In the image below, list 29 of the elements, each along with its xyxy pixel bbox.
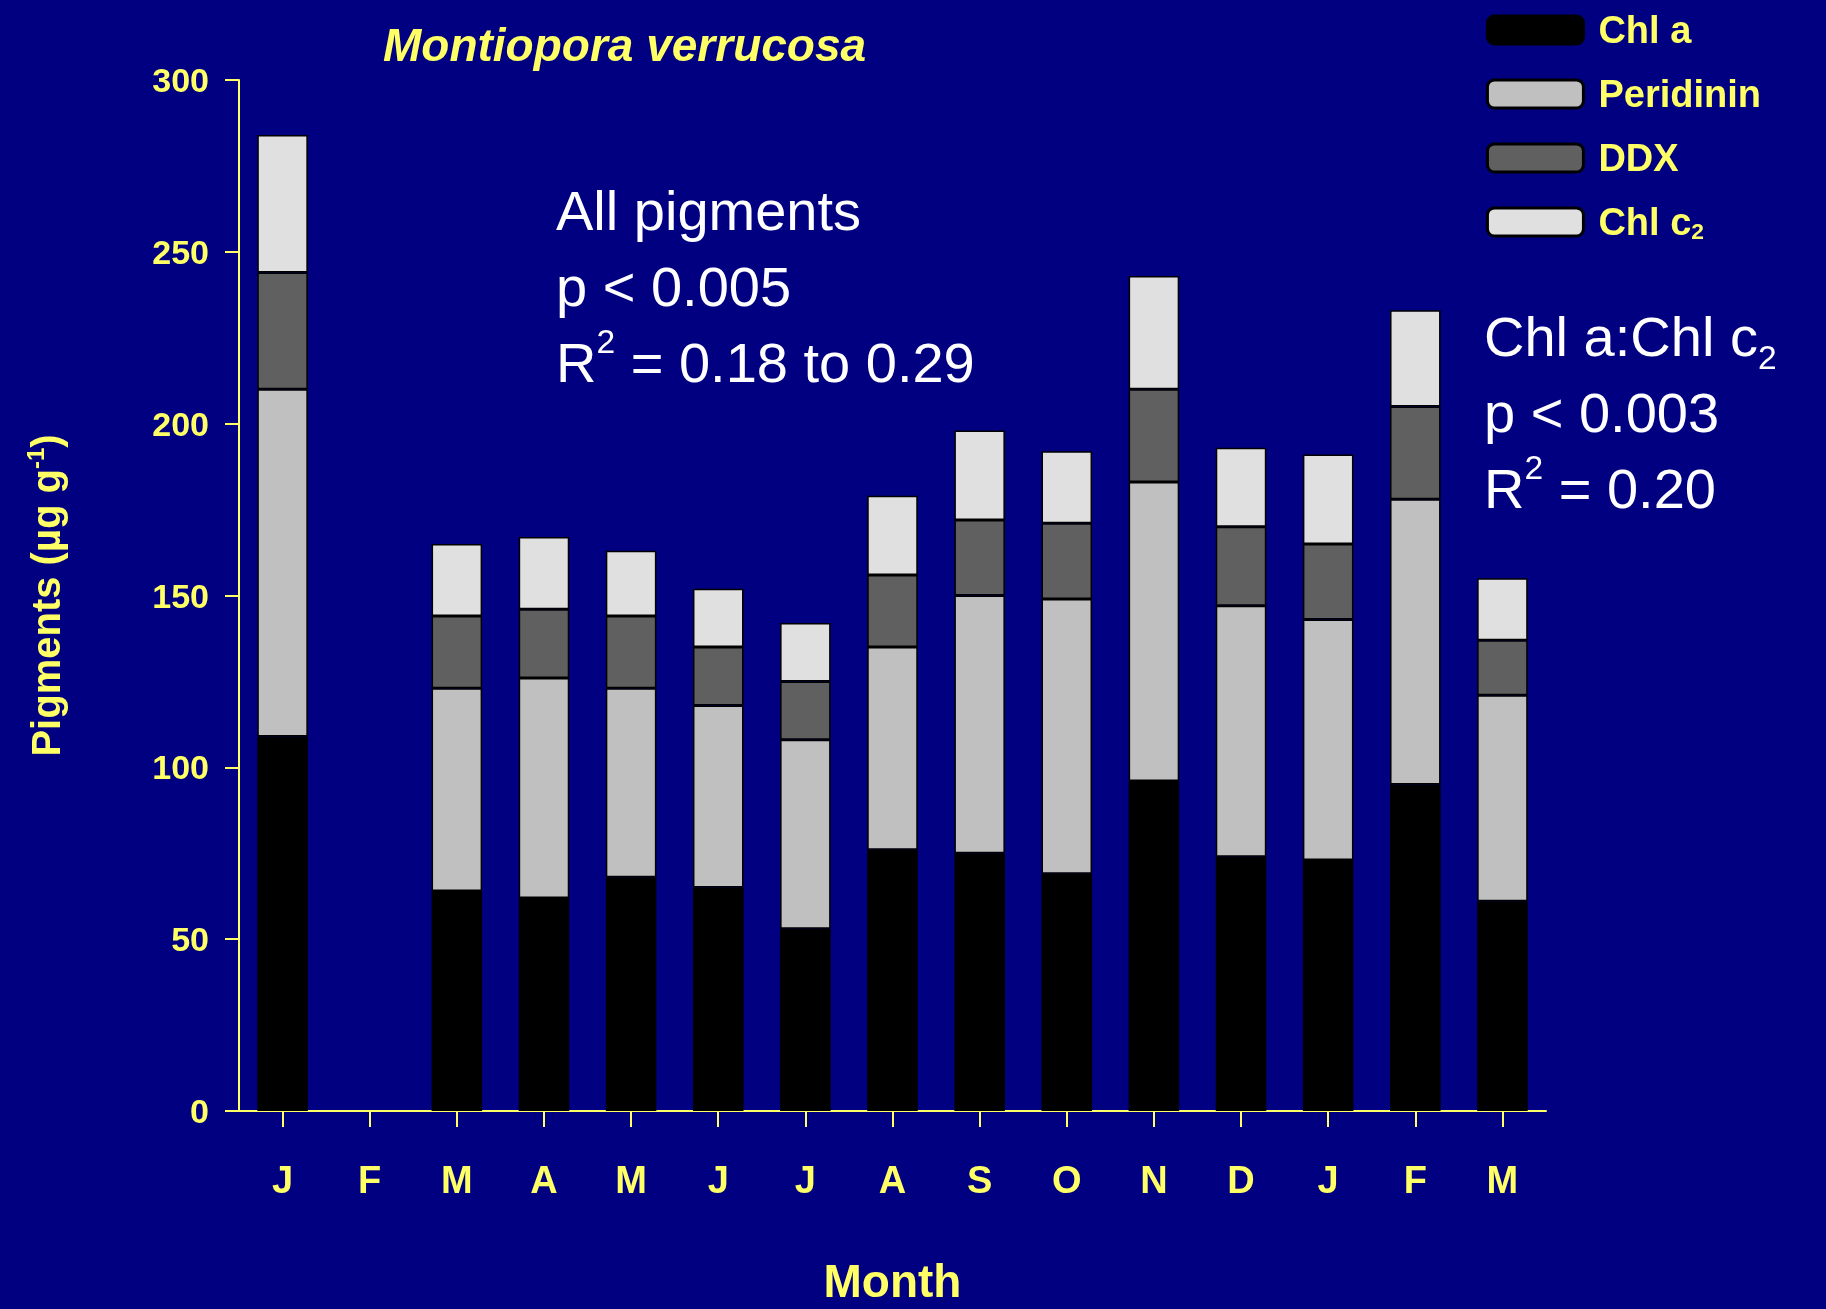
x-tick-label: M xyxy=(441,1159,473,1201)
x-axis-title: Month xyxy=(823,1255,962,1307)
x-tick-label: A xyxy=(530,1159,558,1201)
x-tick-label: F xyxy=(1403,1159,1427,1201)
chart-title: Montiopora verrucosa xyxy=(383,19,867,71)
x-tick-label: F xyxy=(358,1159,382,1201)
x-tick-label: M xyxy=(615,1159,647,1201)
y-tick-label: 200 xyxy=(152,404,209,443)
y-tick-label: 250 xyxy=(152,232,209,271)
x-tick-label: J xyxy=(794,1159,816,1201)
legend-label: Chl a xyxy=(1598,9,1693,51)
x-tick-label: M xyxy=(1486,1159,1519,1201)
x-tick-label: D xyxy=(1227,1159,1255,1201)
x-tick-label: A xyxy=(878,1159,907,1201)
x-tick-label: S xyxy=(966,1159,993,1201)
y-tick-label: 50 xyxy=(171,920,209,959)
y-tick-label: 0 xyxy=(190,1092,209,1130)
x-tick-label: N xyxy=(1140,1159,1168,1201)
x-tick-label: J xyxy=(707,1159,729,1201)
y-tick-label: 150 xyxy=(152,576,209,615)
y-tick-label: 300 xyxy=(152,61,209,99)
legend-label: DDX xyxy=(1598,137,1680,179)
x-tick-label: O xyxy=(1051,1159,1082,1201)
y-axis-title: Pigments (µg g-1) xyxy=(21,434,68,757)
legend-label: Chl c2 xyxy=(1598,201,1705,244)
x-tick-label: J xyxy=(1317,1159,1339,1201)
y-tick-label: 100 xyxy=(152,748,209,787)
legend-label: Peridinin xyxy=(1598,73,1761,115)
x-tick-label: J xyxy=(272,1159,294,1201)
